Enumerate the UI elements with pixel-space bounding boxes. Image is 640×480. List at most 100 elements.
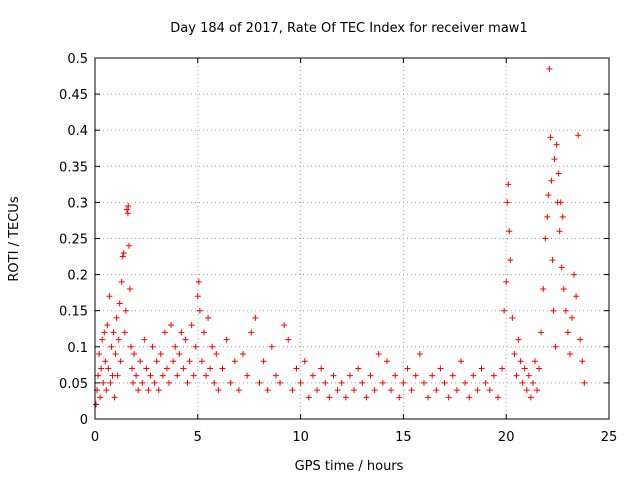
data-point [545, 192, 552, 199]
data-point [190, 372, 197, 379]
data-point [521, 365, 528, 372]
data-point [449, 372, 456, 379]
data-point [474, 387, 481, 394]
data-point [159, 372, 166, 379]
y-tick-label: 0 [80, 413, 88, 428]
data-point [113, 314, 120, 321]
data-point [121, 329, 128, 336]
data-point [192, 343, 199, 350]
data-point [396, 394, 403, 401]
data-point [486, 387, 493, 394]
data-point [478, 365, 485, 372]
x-tick-labels: 0 5 10 15 20 25 [91, 430, 617, 445]
data-point [176, 351, 183, 358]
data-point [371, 387, 378, 394]
data-point [548, 177, 555, 184]
data-point [513, 372, 520, 379]
data-point [334, 387, 341, 394]
x-axis-label: GPS time / hours [295, 459, 404, 474]
data-point [503, 278, 510, 285]
y-tick-label: 0.3 [67, 196, 88, 211]
y-tick-label: 0.05 [59, 377, 88, 392]
data-point [559, 213, 566, 220]
data-point [277, 379, 284, 386]
data-point [453, 387, 460, 394]
data-point [330, 372, 337, 379]
data-point [525, 372, 532, 379]
data-point [562, 307, 569, 314]
data-point [509, 314, 516, 321]
y-tick-label: 0.4 [67, 124, 88, 139]
data-point [133, 372, 140, 379]
data-point [129, 365, 136, 372]
data-point [96, 351, 103, 358]
y-tick-label: 0.25 [59, 233, 88, 248]
data-point [507, 257, 514, 264]
y-tick-label: 0.15 [59, 305, 88, 320]
x-tick-label: 5 [194, 430, 202, 445]
data-point [404, 365, 411, 372]
data-point [256, 379, 263, 386]
data-point [564, 329, 571, 336]
data-point [131, 351, 138, 358]
data-point [557, 199, 564, 206]
data-point [120, 249, 127, 256]
data-point [108, 343, 115, 350]
data-point [149, 343, 156, 350]
data-point [462, 379, 469, 386]
data-point [110, 329, 117, 336]
data-point [99, 336, 106, 343]
data-point [511, 351, 518, 358]
data-point [235, 387, 242, 394]
data-point [560, 286, 567, 293]
data-point [573, 293, 580, 300]
data-point [135, 387, 142, 394]
y-tick-labels: 0 0.05 0.1 0.15 0.2 0.25 0.3 0.35 0.4 0.45 0.5 [59, 52, 88, 428]
data-point [416, 351, 423, 358]
data-point [178, 329, 185, 336]
data-point [151, 379, 158, 386]
data-point [318, 365, 325, 372]
data-point [147, 372, 154, 379]
data-point [505, 181, 512, 188]
x-tick-label: 20 [498, 430, 515, 445]
data-point [556, 228, 563, 235]
data-point [195, 278, 202, 285]
data-point [301, 358, 308, 365]
data-point [155, 387, 162, 394]
data-point [527, 394, 534, 401]
data-point [420, 379, 427, 386]
data-point [123, 206, 130, 213]
data-point [285, 336, 292, 343]
data-point [529, 379, 536, 386]
data-point [314, 387, 321, 394]
data-point [326, 394, 333, 401]
data-point [104, 322, 111, 329]
data-point [309, 372, 316, 379]
data-point [297, 379, 304, 386]
data-point [355, 365, 362, 372]
data-point [575, 132, 582, 139]
data-point [182, 336, 189, 343]
y-tick-label: 0.45 [59, 88, 88, 103]
data-point [240, 351, 247, 358]
data-point [114, 372, 121, 379]
data-point [504, 199, 511, 206]
data-point [137, 358, 144, 365]
data-point [103, 387, 110, 394]
data-point [252, 314, 259, 321]
data-point [194, 293, 201, 300]
data-point [550, 307, 557, 314]
data-point [130, 379, 137, 386]
data-point [119, 253, 126, 260]
data-point [186, 358, 193, 365]
data-point [289, 387, 296, 394]
data-point [188, 322, 195, 329]
data-point [281, 322, 288, 329]
data-point [223, 336, 230, 343]
x-tick-label: 15 [395, 430, 412, 445]
data-point [466, 394, 473, 401]
data-point [392, 372, 399, 379]
data-point [122, 307, 129, 314]
data-point [363, 394, 370, 401]
